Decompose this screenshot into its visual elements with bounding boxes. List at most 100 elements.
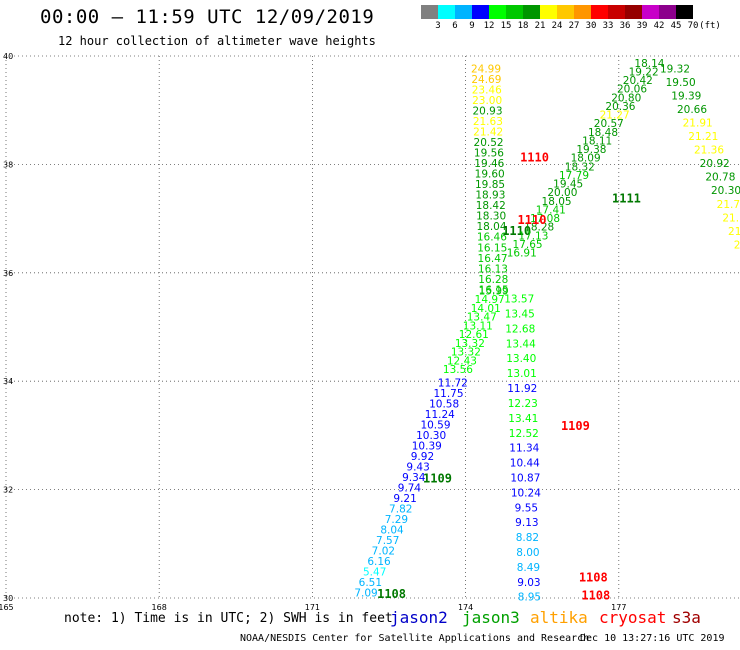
wave-height-value: 11.34 bbox=[509, 443, 539, 455]
colorbar-swatch bbox=[438, 5, 455, 19]
wave-height-value: 10.44 bbox=[510, 458, 540, 470]
wave-height-value: 14.01 bbox=[471, 303, 501, 315]
wave-height-value: 13.45 bbox=[505, 309, 535, 321]
x-tick-label: 177 bbox=[611, 603, 626, 612]
wave-height-value: 19.50 bbox=[666, 77, 696, 89]
chart-subtitle: 12 hour collection of altimeter wave hei… bbox=[58, 34, 376, 48]
colorbar-tick-label: 3 bbox=[435, 21, 441, 31]
footer-timestamp: Dec 10 13:27:16 UTC 2019 bbox=[580, 633, 725, 644]
wave-height-value: 13.40 bbox=[506, 353, 536, 365]
wave-height-value: 16.15 bbox=[479, 284, 509, 296]
colorbar-tick-label: 6 bbox=[452, 21, 458, 31]
colorbar-swatch bbox=[489, 5, 506, 19]
wave-height-value: 20.00 bbox=[547, 187, 577, 199]
colorbar-swatch bbox=[608, 5, 625, 19]
x-tick-label: 171 bbox=[305, 603, 320, 612]
wave-height-value: 12.52 bbox=[509, 428, 539, 440]
colorbar-swatch bbox=[659, 5, 676, 19]
colorbar-swatch bbox=[421, 5, 438, 19]
wave-height-value: 19.38 bbox=[576, 144, 606, 156]
wave-height-value: 15.99 bbox=[479, 285, 509, 297]
wave-height-value: 16.13 bbox=[478, 263, 508, 275]
wave-height-value: 20.06 bbox=[617, 84, 647, 96]
wave-height-value: 21.27 bbox=[600, 110, 630, 122]
wave-height-value: 20.93 bbox=[472, 105, 502, 117]
wave-height-value: 12.23 bbox=[508, 398, 538, 410]
pass-time-label: 1109 bbox=[561, 419, 590, 433]
wave-height-value: 6.51 bbox=[359, 577, 382, 589]
pass-time-label: 1110 bbox=[502, 224, 531, 238]
colorbar-tick-label: 36 bbox=[619, 21, 631, 31]
wave-height-value: 13.57 bbox=[504, 294, 534, 306]
colorbar-swatch bbox=[642, 5, 659, 19]
wave-height-value: 19.22 bbox=[629, 66, 659, 78]
wave-height-value: 19.85 bbox=[475, 179, 505, 191]
wave-height-value: 12.43 bbox=[447, 355, 477, 367]
wave-height-value: 6.16 bbox=[367, 556, 391, 568]
wave-height-value: 12.68 bbox=[505, 323, 535, 335]
colorbar-tick-label: 18 bbox=[517, 21, 529, 31]
wave-height-value: 19.46 bbox=[474, 158, 504, 170]
colorbar-tick-label: 27 bbox=[568, 21, 580, 31]
wave-height-value: 9.21 bbox=[393, 493, 416, 505]
wave-height-value: 8.49 bbox=[517, 562, 540, 574]
colorbar-tick-label: 12 bbox=[483, 21, 495, 31]
colorbar-tick-label: 30 bbox=[585, 21, 597, 31]
x-tick-label: 165 bbox=[0, 603, 14, 612]
wave-height-value: 13.41 bbox=[508, 413, 538, 425]
wave-height-value: 9.43 bbox=[406, 462, 429, 474]
wave-height-value: 17.13 bbox=[518, 230, 548, 242]
x-tick-label: 174 bbox=[458, 603, 473, 612]
pass-time-label: 1110 bbox=[520, 151, 549, 165]
colorbar-tick-label: (ft) bbox=[699, 21, 721, 31]
satellite-jason2: jason2 bbox=[390, 608, 448, 627]
wave-height-value: 18.42 bbox=[476, 200, 506, 212]
wave-height-value: 9.34 bbox=[402, 472, 426, 484]
wave-height-value: 18.04 bbox=[476, 221, 506, 233]
wave-height-value: 17.79 bbox=[559, 170, 589, 182]
wave-height-value: 18.93 bbox=[475, 190, 505, 202]
wave-height-value: 13.01 bbox=[507, 368, 537, 380]
y-tick-label: 30 bbox=[3, 594, 13, 603]
y-tick-label: 34 bbox=[3, 377, 13, 386]
wave-height-value: 9.13 bbox=[515, 517, 538, 529]
colorbar-swatch bbox=[506, 5, 523, 19]
satellite-s3a: s3a bbox=[672, 608, 701, 627]
wave-height-value: 20.80 bbox=[611, 92, 641, 104]
wave-height-value: 23.46 bbox=[472, 84, 502, 96]
wave-height-value: 8.95 bbox=[518, 592, 541, 604]
wave-height-value: 23.00 bbox=[472, 95, 502, 107]
satellite-jason3: jason3 bbox=[462, 608, 520, 627]
colorbar-swatch bbox=[625, 5, 642, 19]
wave-height-value: 8.00 bbox=[516, 547, 539, 559]
colorbar-tick-label: 42 bbox=[653, 21, 665, 31]
wave-height-value: 20.42 bbox=[623, 75, 653, 87]
wave-height-value: 13.11 bbox=[463, 320, 493, 332]
pass-time-label: 1110 bbox=[518, 213, 547, 227]
wave-height-value: 21.20 bbox=[734, 239, 740, 251]
wave-height-value: 14.97 bbox=[475, 294, 505, 306]
y-tick-label: 36 bbox=[3, 269, 13, 278]
wave-height-value: 21.76 bbox=[717, 199, 740, 211]
wave-height-value: 24.69 bbox=[471, 74, 501, 86]
wave-height-value: 13.44 bbox=[506, 338, 536, 350]
colorbar-swatch bbox=[591, 5, 608, 19]
wave-height-value: 13.32 bbox=[455, 338, 485, 350]
colorbar-tick-label: 45 bbox=[670, 21, 682, 31]
wave-height-value: 20.36 bbox=[605, 101, 635, 113]
colorbar-swatch bbox=[472, 5, 489, 19]
wave-height-value: 16.15 bbox=[477, 242, 507, 254]
wave-height-value: 11.75 bbox=[433, 388, 463, 400]
wave-height-value: 10.24 bbox=[511, 487, 541, 499]
wave-height-value: 7.09 bbox=[354, 587, 377, 599]
wave-height-value: 20.66 bbox=[677, 104, 707, 116]
wave-height-value: 21.58 bbox=[728, 226, 740, 238]
wave-height-value: 10.30 bbox=[416, 430, 446, 442]
x-tick-label: 168 bbox=[152, 603, 167, 612]
wave-height-value: 12.61 bbox=[459, 329, 489, 341]
pass-time-label: 1108 bbox=[579, 571, 608, 585]
wave-height-value: 18.05 bbox=[542, 196, 572, 208]
wave-height-value: 18.09 bbox=[571, 153, 601, 165]
colorbar-tick-label: 21 bbox=[534, 21, 546, 31]
wave-height-value: 10.87 bbox=[510, 472, 540, 484]
